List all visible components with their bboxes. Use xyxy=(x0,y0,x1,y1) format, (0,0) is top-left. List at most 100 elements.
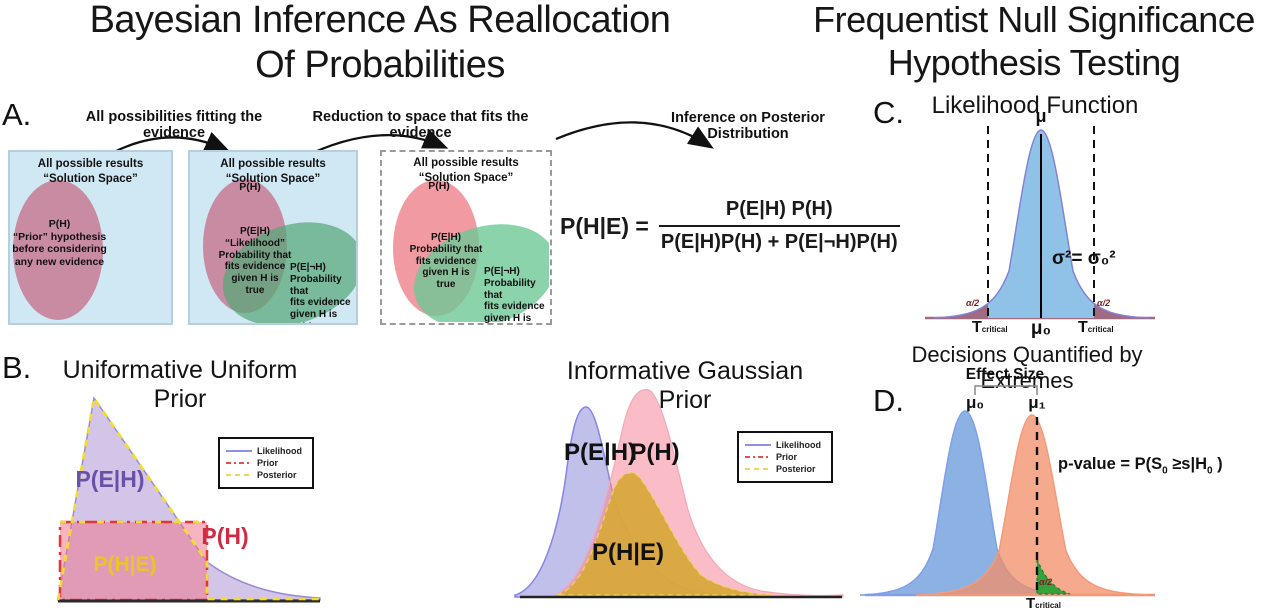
decisions-shapes xyxy=(859,385,1155,597)
alpha-half-label: α/2 xyxy=(1039,577,1053,587)
t-main: T xyxy=(1026,595,1036,612)
mu1-label: μ₁ xyxy=(1028,393,1046,412)
formula-lhs: P(H|E) = xyxy=(560,212,649,239)
panel-b-letter: B. xyxy=(2,350,32,385)
bayesian-title-line1: Bayesian Inference As Reallocation xyxy=(89,0,671,41)
bayesian-title: Bayesian Inference As Reallocation Of Pr… xyxy=(30,0,730,88)
formula-numerator: P(E|H) P(H) xyxy=(725,198,833,220)
formula-fraction: P(E|H) P(H) P(E|H)P(H) + P(E|¬H)P(H) xyxy=(658,198,900,254)
gaussian-prior-plot: P(E|H) P(H) P(H|E) Likelihood Prior Post… xyxy=(505,385,850,612)
likelihood-function-title: Likelihood Function xyxy=(931,92,1139,119)
box2-ph-label: P(H) xyxy=(239,181,261,193)
evidence-blob xyxy=(413,224,549,322)
mu0-label: μ₀ xyxy=(965,393,985,412)
box3-venn xyxy=(393,180,549,322)
bayes-formula: P(H|E) = P(E|H) P(H) P(E|H)P(H) + P(E|¬H… xyxy=(560,198,900,254)
likelihood-line-swatch xyxy=(226,450,252,452)
likelihood-label: P(E|H) xyxy=(75,466,145,492)
prior-line-swatch xyxy=(226,462,252,464)
t-critical-label-right: Tcritical xyxy=(1078,319,1114,337)
uniform-prior-title: Uniformative Uniform Prior xyxy=(62,356,298,413)
alpha-right-label: α/2 xyxy=(1097,298,1111,308)
t-sub: critical xyxy=(981,325,1008,334)
t-main: T xyxy=(972,319,982,336)
gaussian-prior-shapes xyxy=(514,388,844,599)
posterior-line-swatch xyxy=(745,468,771,470)
decisions-plot: Effect Size μ₀ μ₁ p-value = P(S0 ≥s|H0 )… xyxy=(850,365,1280,612)
posterior-label: P(H|E) xyxy=(591,539,665,566)
box2-intersection-text: P(E|H) “Likelihood” Probability that fit… xyxy=(218,226,292,296)
arrow1-label: All possibilities fitting the evidence xyxy=(85,109,263,141)
p-value-end: ) xyxy=(1212,455,1223,473)
gaussian-outline xyxy=(932,129,1150,319)
uniform-prior-shapes xyxy=(56,394,321,603)
legend-posterior: Posterior xyxy=(226,470,306,480)
legend-posterior-label: Posterior xyxy=(257,470,297,480)
p-value-sub2: 0 xyxy=(1207,465,1213,477)
legend-prior-label: Prior xyxy=(776,452,798,462)
uniform-prior-plot: P(E|H) P(H) P(H|E) Likelihood Prior Post… xyxy=(30,385,360,612)
legend-posterior: Posterior xyxy=(745,464,825,474)
gaussian-prior-title: Informative Gaussian Prior xyxy=(566,357,804,414)
t-main: T xyxy=(1078,319,1088,336)
legend-likelihood: Likelihood xyxy=(226,446,306,456)
legend-prior: Prior xyxy=(226,458,306,468)
solution-space-box-1: All possible results “Solution Space” P(… xyxy=(8,150,173,325)
box3-evidence-text: P(E|¬H) Probability that fits evidence g… xyxy=(484,266,545,325)
p-value-pre: p-value = P(S xyxy=(1058,455,1163,473)
panel-c-letter: C. xyxy=(873,95,904,130)
panel-a-letter: A. xyxy=(2,97,32,132)
posterior-line-swatch xyxy=(226,474,252,476)
box2-evidence-text: P(E|¬H) Probability that fits evidence g… xyxy=(290,262,351,323)
p-value-formula: p-value = P(S0 ≥s|H0 ) xyxy=(1058,455,1223,476)
bayesian-title-line2: Of Probabilities xyxy=(255,44,505,86)
box3-title: All possible results “Solution Space” xyxy=(413,157,519,184)
likelihood-line-swatch xyxy=(745,444,771,446)
effect-size-label: Effect Size xyxy=(965,366,1045,383)
likelihood-label: P(E|H) xyxy=(563,439,637,466)
frequentist-title-line1: Frequentist Null Significance xyxy=(813,0,1255,40)
formula-denominator: P(E|H)P(H) + P(E|¬H)P(H) xyxy=(658,225,900,254)
mu0-axis-label: μ₀ xyxy=(1030,318,1052,339)
legend-prior: Prior xyxy=(745,452,825,462)
effect-size-bracket xyxy=(974,385,1038,395)
p-value-mid: ≥s|H xyxy=(1167,455,1207,473)
arrow3-label: Inference on Posterior Distribution xyxy=(671,110,825,142)
prior-line-swatch xyxy=(745,456,771,458)
legend-likelihood: Likelihood xyxy=(745,440,825,450)
panel-d-letter: D. xyxy=(873,383,904,418)
legend-prior-label: Prior xyxy=(257,458,279,468)
posterior-label: P(H|E) xyxy=(93,553,157,576)
frequentist-title: Frequentist Null Significance Hypothesis… xyxy=(788,0,1280,84)
prior-ellipse xyxy=(13,180,103,320)
legend-likelihood-label: Likelihood xyxy=(257,446,302,456)
posterior-outline xyxy=(56,394,320,601)
alpha-left-label: α/2 xyxy=(966,298,980,308)
t-sub: critical xyxy=(1035,601,1061,610)
solution-space-box-2: All possible results “Solution Space” P(… xyxy=(188,150,358,325)
alpha-region xyxy=(1036,558,1071,595)
box2-title: All possible results “Solution Space” xyxy=(220,158,326,185)
box3-intersection-text: P(E|H) Probability that fits evidence gi… xyxy=(409,232,483,291)
alternative-distribution xyxy=(915,414,1151,596)
box1-title: All possible results “Solution Space” xyxy=(37,158,144,185)
p-value-sub1: 0 xyxy=(1162,465,1168,477)
legend: Likelihood Prior Posterior xyxy=(737,431,833,483)
t-critical-label: Tcritical xyxy=(1026,595,1061,612)
t-sub: critical xyxy=(1087,325,1114,334)
legend: Likelihood Prior Posterior xyxy=(218,437,314,489)
likelihood-function-shapes xyxy=(925,126,1155,320)
sigma-equation: σ²= σ₀² xyxy=(1052,248,1116,269)
posterior-curve xyxy=(556,472,774,596)
likelihood-function-plot: μ σ²= σ₀² α/2 α/2 Tcritical μ₀ Tcritical xyxy=(870,106,1180,342)
legend-likelihood-label: Likelihood xyxy=(776,440,821,450)
evidence-blob xyxy=(222,222,356,323)
decisions-title: Decisions Quantified by Extremes xyxy=(911,342,1143,393)
solution-space-box-3: All possible results “Solution Space” P(… xyxy=(380,150,552,325)
t-critical-label-left: Tcritical xyxy=(972,319,1008,337)
box1-prior-text: P(H) “Prior” hypothesis before consideri… xyxy=(12,218,107,268)
box2-venn xyxy=(203,179,356,323)
box1-venn xyxy=(13,180,103,320)
prior-label: P(H) xyxy=(201,523,249,549)
